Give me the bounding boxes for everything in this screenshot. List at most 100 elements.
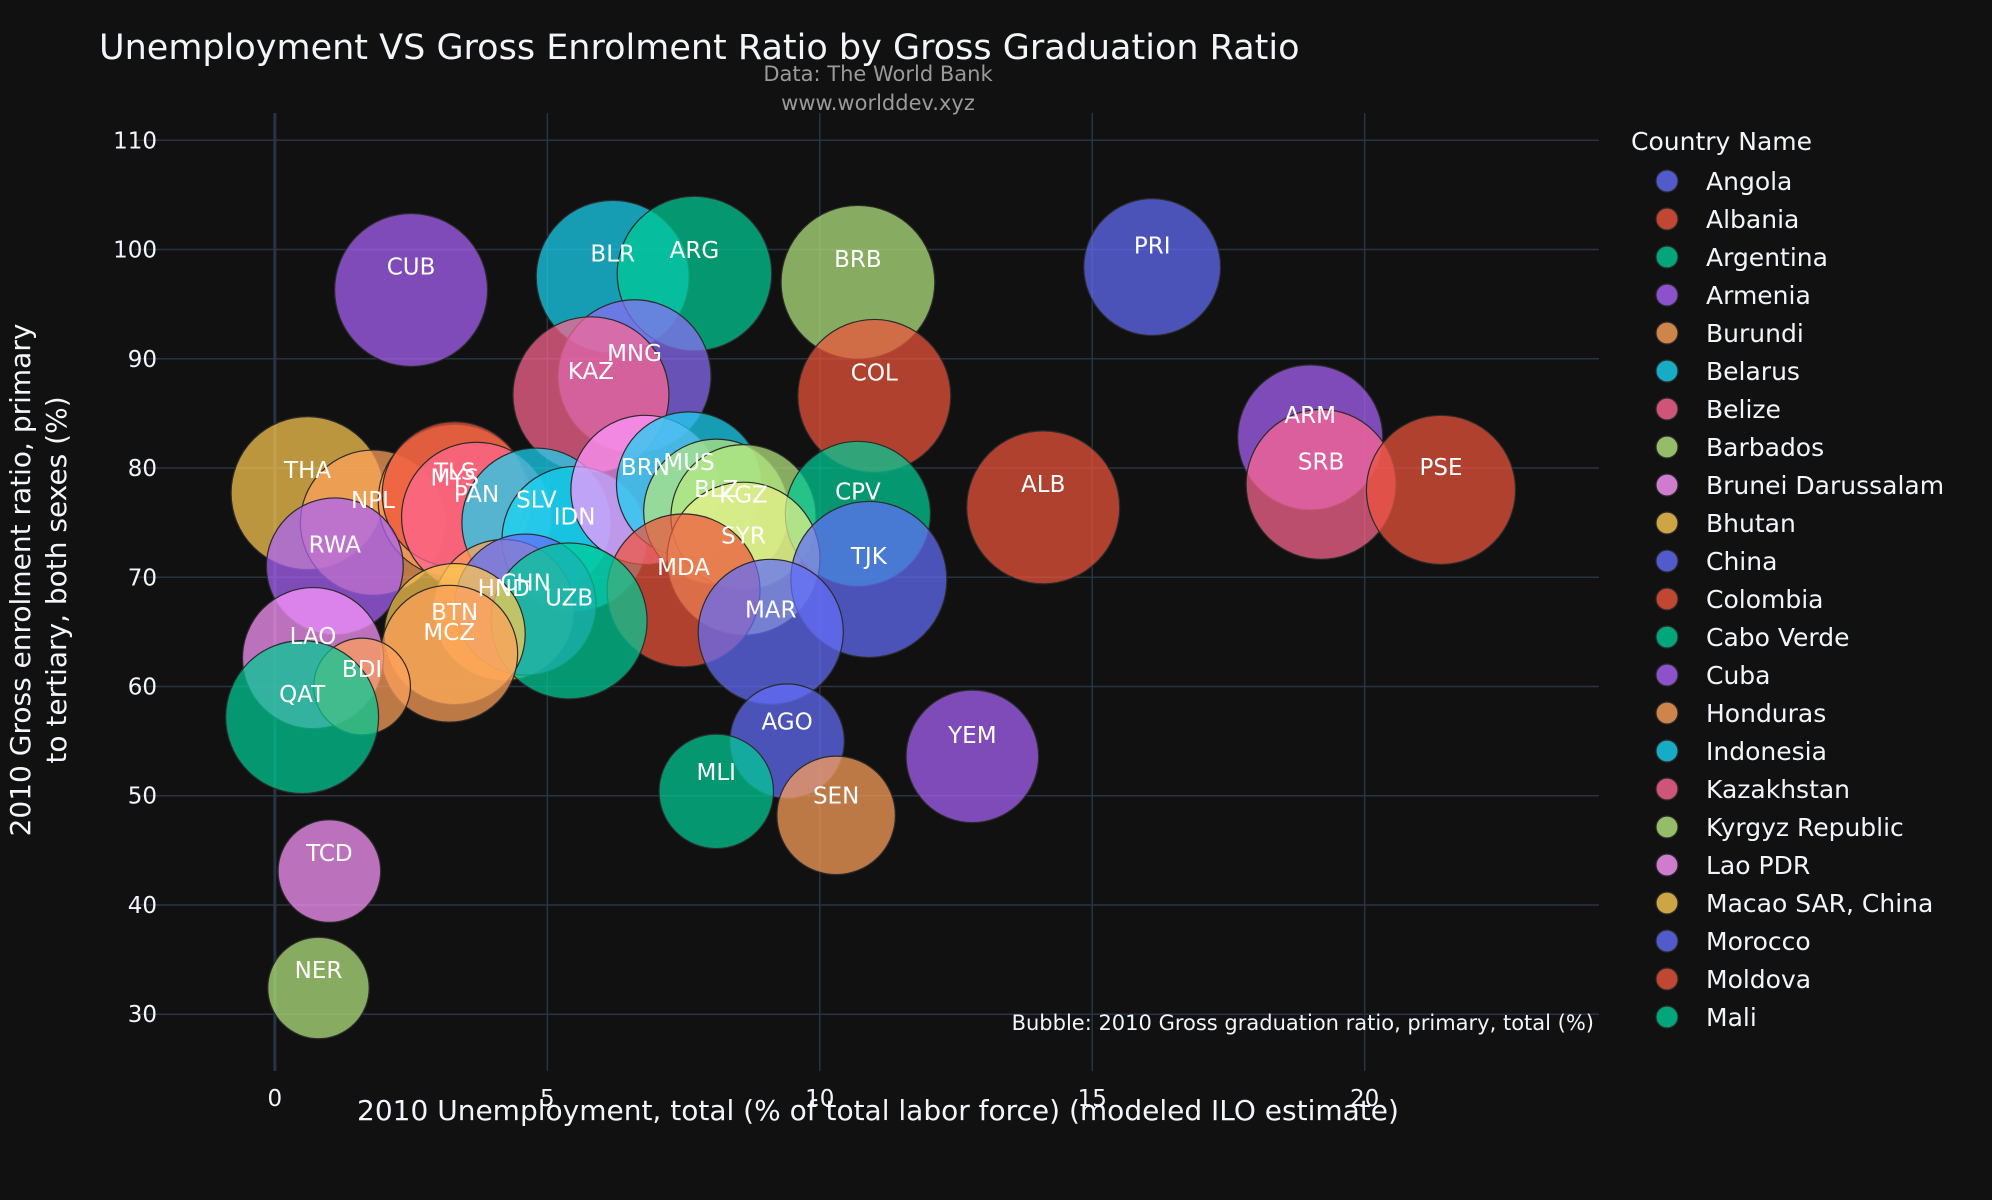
legend-label: Cuba [1706, 661, 1771, 690]
bubble-label-kaz: KAZ [568, 359, 614, 385]
legend-item-kazakhstan[interactable]: Kazakhstan [1655, 775, 1850, 804]
legend-label: Barbados [1706, 433, 1824, 462]
chart-subtitle-site: www.worlddev.xyz [781, 91, 975, 115]
bubble-mar[interactable] [697, 558, 844, 706]
legend-marker [1655, 815, 1679, 839]
bubble-ner[interactable] [267, 936, 370, 1040]
y-tick-label: 70 [128, 565, 157, 591]
legend-label: Albania [1706, 205, 1799, 234]
bubble-label-idn: IDN [554, 505, 596, 531]
bubble-label-pan: PAN [454, 482, 499, 508]
legend-item-angola[interactable]: Angola [1655, 167, 1792, 196]
legend-label: Belarus [1706, 357, 1800, 386]
legend-label: Morocco [1706, 927, 1811, 956]
legend-marker [1655, 245, 1679, 269]
x-tick-label: 0 [268, 1086, 283, 1112]
y-axis-ticks: 30 40 50 60 70 80 90 100 110 [113, 128, 157, 1028]
legend-marker [1655, 625, 1679, 649]
legend-item-morocco[interactable]: Morocco [1655, 927, 1811, 956]
legend-marker [1655, 169, 1679, 193]
legend-item-belize[interactable]: Belize [1655, 395, 1781, 424]
legend-item-argentina[interactable]: Argentina [1655, 243, 1828, 272]
legend-item-burundi[interactable]: Burundi [1655, 319, 1804, 348]
legend-item-china[interactable]: China [1655, 547, 1777, 576]
legend-marker [1655, 891, 1679, 915]
legend-label: Kazakhstan [1706, 775, 1850, 804]
y-tick-label: 40 [128, 893, 157, 919]
legend-item-lao-pdr[interactable]: Lao PDR [1655, 851, 1810, 880]
legend-item-kyrgyz-republic[interactable]: Kyrgyz Republic [1655, 813, 1904, 842]
legend-item-cuba[interactable]: Cuba [1655, 661, 1771, 690]
bubble-label-sen: SEN [813, 784, 859, 810]
bubble-label-arm: ARM [1284, 403, 1336, 429]
bubble-pse[interactable] [1365, 414, 1517, 566]
legend-marker [1655, 777, 1679, 801]
legend-item-brunei-darussalam[interactable]: Brunei Darussalam [1655, 471, 1944, 500]
bubble-label-kgz: KGZ [719, 483, 768, 509]
bubble-label-blz: BLZ [694, 477, 738, 503]
bubble-series [225, 195, 1517, 1040]
bubble-label-cub: CUB [387, 255, 436, 281]
bubble-label-tha: THA [283, 458, 331, 484]
bubble-label-cpv: CPV [835, 479, 881, 505]
legend-label: Armenia [1706, 281, 1811, 310]
legend-marker [1655, 967, 1679, 991]
bubble-label-tls: TLS [433, 460, 475, 486]
bubble-pri[interactable] [1083, 198, 1222, 337]
chart-subtitle-source: Data: The World Bank [763, 62, 993, 86]
bubble-label-pri: PRI [1134, 233, 1171, 259]
legend-item-cabo-verde[interactable]: Cabo Verde [1655, 623, 1850, 652]
legend-item-barbados[interactable]: Barbados [1655, 433, 1824, 462]
bubble-label-ago: AGO [761, 710, 812, 736]
bubble-label-qat: QAT [279, 682, 326, 708]
bubble-qat[interactable] [225, 639, 380, 795]
legend-item-armenia[interactable]: Armenia [1655, 281, 1811, 310]
bubble-label-brb: BRB [834, 247, 882, 273]
legend-marker [1655, 549, 1679, 573]
legend-marker [1655, 397, 1679, 421]
legend-item-colombia[interactable]: Colombia [1655, 585, 1823, 614]
legend: Angola Albania Argentina Armenia Burundi Bela… [1655, 167, 1944, 1032]
bubble-label-bdi: BDI [342, 657, 382, 683]
bubble-cub[interactable] [334, 212, 489, 368]
bubble-mli[interactable] [658, 733, 775, 850]
legend-marker [1655, 473, 1679, 497]
bubble-label-mys: MYS [430, 465, 479, 491]
y-tick-label: 80 [128, 456, 157, 482]
legend-item-bhutan[interactable]: Bhutan [1655, 509, 1796, 538]
legend-marker [1655, 321, 1679, 345]
legend-item-albania[interactable]: Albania [1655, 205, 1799, 234]
bubble-label-yem: YEM [947, 723, 996, 749]
legend-item-belarus[interactable]: Belarus [1655, 357, 1800, 386]
legend-marker [1655, 359, 1679, 383]
bubble-label-rwa: RWA [309, 533, 362, 559]
bubble-alb[interactable] [966, 430, 1121, 585]
bubble-label-blr: BLR [590, 242, 635, 268]
bubble-label-chn: CHN [500, 570, 551, 596]
legend-label: Angola [1706, 167, 1792, 196]
legend-label: Macao SAR, China [1706, 889, 1933, 918]
bubble-label-mus: MUS [663, 450, 714, 476]
legend-item-moldova[interactable]: Moldova [1655, 965, 1811, 994]
bubble-label-ner: NER [295, 958, 343, 984]
bubble-label-arg: ARG [670, 238, 720, 264]
legend-marker [1655, 207, 1679, 231]
legend-label: Kyrgyz Republic [1706, 813, 1904, 842]
bubble-label-tjk: TJK [850, 544, 888, 570]
legend-item-macao-sar-china[interactable]: Macao SAR, China [1655, 889, 1933, 918]
legend-marker [1655, 587, 1679, 611]
bubble-yem[interactable] [905, 689, 1040, 824]
bubble-tcd[interactable] [277, 819, 382, 924]
legend-label: Indonesia [1706, 737, 1827, 766]
bubble-sen[interactable] [776, 755, 896, 876]
legend-item-honduras[interactable]: Honduras [1655, 699, 1826, 728]
bubble-label-npl: NPL [351, 488, 395, 514]
bubble-label-mng: MNG [607, 341, 662, 367]
legend-item-indonesia[interactable]: Indonesia [1655, 737, 1827, 766]
y-axis-label-line1: 2010 Gross enrolment ratio, primary [4, 324, 37, 837]
bubble-label-uzb: UZB [545, 585, 593, 611]
legend-label: Moldova [1706, 965, 1811, 994]
legend-item-mali[interactable]: Mali [1655, 1003, 1757, 1032]
